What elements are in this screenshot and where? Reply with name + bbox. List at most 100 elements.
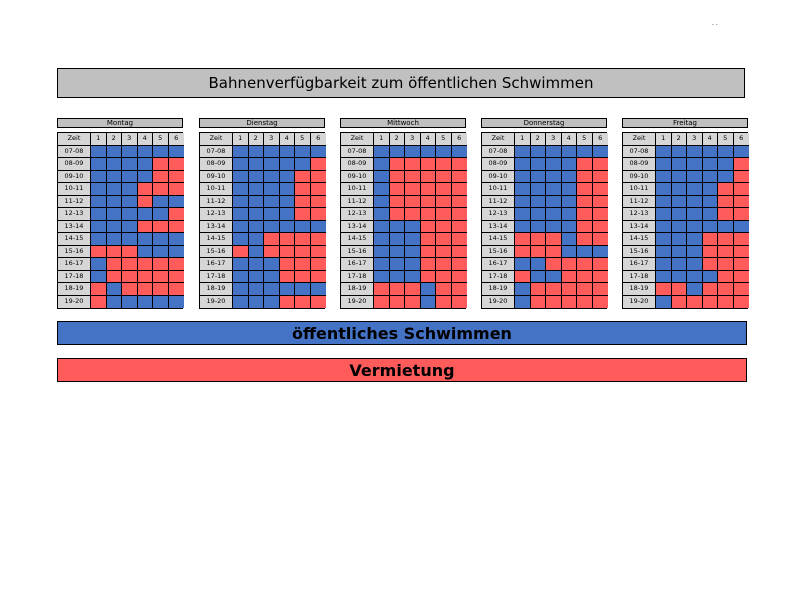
day-table-2: Mittwoch Zeit 1 2 3 4 5 6 07-08 08-09 09-10 10-11 11… xyxy=(340,118,467,309)
lane-cell-public xyxy=(374,270,390,283)
lane-cell-public xyxy=(295,283,311,296)
time-column-header: Zeit xyxy=(623,133,656,146)
lane-cell-rental xyxy=(702,295,718,308)
lane-cell-rental xyxy=(451,183,467,196)
lane-cell-public xyxy=(233,258,249,271)
lane-cell-public xyxy=(702,195,718,208)
lane-cell-public xyxy=(91,258,107,271)
lane-cell-rental xyxy=(405,195,421,208)
lane-header: 2 xyxy=(389,133,405,146)
lane-header: 6 xyxy=(168,133,184,146)
lane-cell-public xyxy=(122,208,138,221)
time-column-header: Zeit xyxy=(58,133,91,146)
lane-cell-public xyxy=(264,170,280,183)
time-slot-label: 16-17 xyxy=(200,258,233,271)
time-slot-label: 17-18 xyxy=(482,270,515,283)
lane-cell-rental xyxy=(122,258,138,271)
lane-cell-public xyxy=(702,170,718,183)
time-slot-label: 18-19 xyxy=(341,283,374,296)
lane-cell-public xyxy=(374,258,390,271)
lane-cell-public xyxy=(405,258,421,271)
lane-grid: Zeit 1 2 3 4 5 6 07-08 08-09 09-10 10-11 11-12 12-13… xyxy=(199,132,326,309)
lane-cell-public xyxy=(122,145,138,158)
lane-cell-rental xyxy=(718,195,734,208)
time-slot-label: 16-17 xyxy=(341,258,374,271)
lane-cell-public xyxy=(106,158,122,171)
lane-cell-public xyxy=(122,295,138,308)
lane-cell-public xyxy=(687,158,703,171)
lane-cell-rental xyxy=(374,295,390,308)
lane-cell-rental xyxy=(389,158,405,171)
lane-cell-rental xyxy=(279,270,295,283)
lane-cell-rental xyxy=(279,295,295,308)
lane-cell-rental xyxy=(733,295,749,308)
lane-cell-rental xyxy=(310,270,326,283)
day-header: Mittwoch xyxy=(340,118,466,128)
lane-cell-rental xyxy=(561,295,577,308)
lane-cell-public xyxy=(515,158,531,171)
lane-cell-public xyxy=(671,170,687,183)
time-slot-label: 09-10 xyxy=(341,170,374,183)
time-slot-label: 15-16 xyxy=(58,245,91,258)
lane-cell-rental xyxy=(279,258,295,271)
lane-cell-public xyxy=(656,170,672,183)
lane-cell-rental xyxy=(122,245,138,258)
lane-cell-rental xyxy=(451,195,467,208)
lane-header: 3 xyxy=(122,133,138,146)
time-slot-label: 17-18 xyxy=(623,270,656,283)
lane-cell-rental xyxy=(153,170,169,183)
lane-cell-rental xyxy=(436,220,452,233)
lane-cell-public xyxy=(279,195,295,208)
lane-cell-rental xyxy=(405,295,421,308)
day-table-4: Freitag Zeit 1 2 3 4 5 6 07-08 08-09 09-10 10-11 11-… xyxy=(622,118,749,309)
lane-cell-public xyxy=(248,233,264,246)
lane-header: 1 xyxy=(656,133,672,146)
lane-cell-public xyxy=(546,145,562,158)
lane-cell-rental xyxy=(122,283,138,296)
lane-cell-rental xyxy=(451,170,467,183)
lane-cell-rental xyxy=(295,295,311,308)
lane-cell-rental xyxy=(592,295,608,308)
lane-cell-rental xyxy=(436,283,452,296)
lane-cell-public xyxy=(248,270,264,283)
lane-cell-rental xyxy=(420,270,436,283)
lane-cell-public xyxy=(718,158,734,171)
lane-cell-public xyxy=(279,220,295,233)
lane-header: 1 xyxy=(91,133,107,146)
lane-header: 5 xyxy=(295,133,311,146)
lane-cell-rental xyxy=(733,158,749,171)
time-slot-label: 16-17 xyxy=(58,258,91,271)
lane-cell-rental xyxy=(405,283,421,296)
lane-cell-public xyxy=(718,145,734,158)
lane-cell-public xyxy=(374,183,390,196)
time-slot-label: 09-10 xyxy=(623,170,656,183)
lane-cell-public xyxy=(137,145,153,158)
lane-cell-public xyxy=(264,208,280,221)
lane-grid: Zeit 1 2 3 4 5 6 07-08 08-09 09-10 10-11 11-12 12-13… xyxy=(340,132,467,309)
lane-cell-public xyxy=(264,158,280,171)
lane-cell-rental xyxy=(515,233,531,246)
lane-cell-public xyxy=(702,145,718,158)
lane-cell-public xyxy=(530,170,546,183)
lane-cell-rental xyxy=(436,208,452,221)
time-slot-label: 18-19 xyxy=(623,283,656,296)
lane-cell-public xyxy=(137,158,153,171)
lane-cell-public xyxy=(137,245,153,258)
lane-cell-public xyxy=(264,258,280,271)
lane-cell-rental xyxy=(451,158,467,171)
time-slot-label: 13-14 xyxy=(623,220,656,233)
lane-cell-public xyxy=(153,245,169,258)
lane-cell-rental xyxy=(310,195,326,208)
lane-cell-public xyxy=(279,283,295,296)
lane-cell-public xyxy=(389,220,405,233)
lane-cell-rental xyxy=(733,245,749,258)
time-slot-label: 16-17 xyxy=(623,258,656,271)
lane-cell-public xyxy=(106,233,122,246)
lane-cell-public xyxy=(561,220,577,233)
lane-cell-public xyxy=(702,208,718,221)
lane-cell-public xyxy=(515,258,531,271)
lane-cell-public xyxy=(106,195,122,208)
lane-cell-public xyxy=(687,270,703,283)
lane-cell-rental xyxy=(436,258,452,271)
time-slot-label: 16-17 xyxy=(482,258,515,271)
